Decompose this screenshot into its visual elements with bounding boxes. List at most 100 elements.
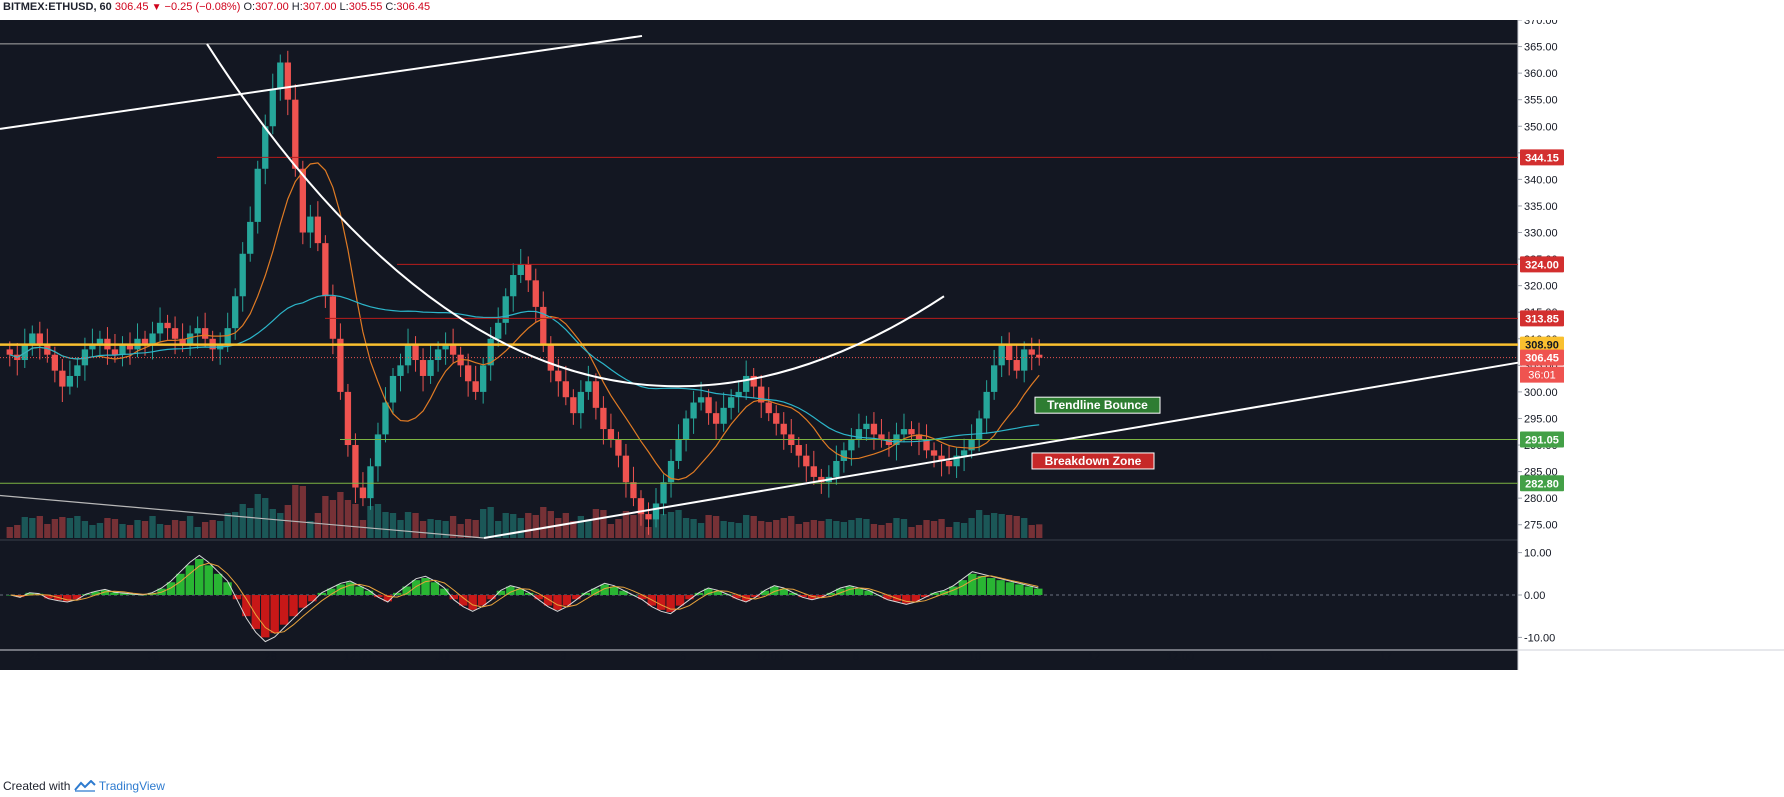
oscillator-bar <box>798 595 807 598</box>
oscillator-bar <box>666 595 675 612</box>
oscillator-bar <box>72 595 81 600</box>
price-tick-label: 365.00 <box>1524 42 1558 54</box>
volume-bar <box>600 510 607 538</box>
volume-bar <box>1036 524 1043 538</box>
volume-bar <box>352 504 359 538</box>
last-price: 306.45 <box>114 1 149 13</box>
candle-body <box>156 322 164 334</box>
volume-bar <box>562 513 569 538</box>
oscillator-bar <box>817 595 826 598</box>
candle-body <box>472 381 479 392</box>
volume-bar <box>119 524 126 538</box>
oscillator-bar <box>487 595 496 600</box>
volume-bar <box>134 520 141 538</box>
volume-bar <box>292 485 299 538</box>
candle-body <box>735 391 742 398</box>
chart-header: BITMEX:ETHUSD, 60 306.45 ▼ −0.25 (−0.08%… <box>3 0 430 14</box>
candle-body <box>900 429 908 435</box>
volume-bar <box>945 527 953 538</box>
oscillator-tick-label: 0.00 <box>1524 590 1545 602</box>
volume-bar <box>299 486 306 538</box>
candle-body <box>525 264 532 281</box>
candle-body <box>998 344 1005 366</box>
oscillator-bar <box>195 558 204 595</box>
created-with-text: Created with <box>3 779 71 793</box>
candle-body <box>517 264 524 276</box>
price-label-box <box>1520 475 1564 492</box>
candle-body <box>36 333 43 345</box>
candle-body <box>915 434 923 440</box>
time-tick-label: 17 <box>1380 651 1392 663</box>
oscillator-bar <box>185 565 195 595</box>
candle-body <box>923 439 930 451</box>
volume-bar <box>209 520 216 538</box>
oscillator-bar <box>336 584 345 595</box>
volume-bar <box>419 521 427 538</box>
oscillator-bar <box>732 595 741 599</box>
volume-bar <box>517 518 524 538</box>
volume-bar <box>374 504 382 538</box>
oscillator-bar <box>355 586 364 595</box>
oscillator-bar <box>345 582 355 595</box>
candle-body <box>758 386 765 403</box>
volume-bar <box>269 509 276 538</box>
candle-body <box>427 360 434 376</box>
candle-body <box>562 381 569 398</box>
oscillator-bar <box>675 595 685 606</box>
oscillator-bar <box>977 575 986 595</box>
oscillator-bar <box>25 592 34 595</box>
volume-bar <box>938 519 945 538</box>
candle-body <box>697 397 705 403</box>
volume-bar <box>337 492 344 538</box>
candle-body <box>44 344 51 355</box>
price-chart[interactable]: 370.00365.00360.00355.00350.00345.00340.… <box>0 20 1784 770</box>
oscillator-bar <box>440 588 449 595</box>
oscillator-bar <box>807 595 817 600</box>
volume-bar <box>457 524 464 538</box>
price-tick-label: 320.00 <box>1524 281 1558 293</box>
volume-bar <box>194 527 201 538</box>
price-change: −0.25 (−0.08%) <box>164 1 241 13</box>
candle-body <box>878 434 885 440</box>
volume-bar <box>983 515 990 538</box>
candle-body <box>645 514 652 520</box>
candle-body <box>21 344 28 361</box>
candle-body <box>434 349 442 361</box>
candle-body <box>547 344 554 371</box>
volume-bar <box>14 525 21 538</box>
oscillator-bar <box>543 595 553 606</box>
oscillator-bar <box>685 595 694 600</box>
volume-bar <box>960 523 968 538</box>
candle-body <box>585 381 592 392</box>
volume-bar <box>758 521 765 538</box>
oscillator-bar <box>826 592 836 595</box>
candle-body <box>179 338 186 345</box>
candle-body <box>712 413 720 424</box>
oscillator-bar <box>468 595 477 610</box>
oscillator-bar <box>638 595 647 600</box>
volume-bar <box>510 514 517 538</box>
candle-body <box>630 482 637 499</box>
volume-bar <box>667 512 675 538</box>
ma-slow-line <box>9 294 1040 443</box>
candle-body <box>682 418 690 440</box>
candle-body <box>171 328 179 339</box>
volume-bar <box>870 524 878 538</box>
volume-bar <box>164 525 171 538</box>
countdown-text: 36:01 <box>1528 370 1556 382</box>
candle-body <box>968 439 975 451</box>
volume-bar <box>495 521 502 538</box>
oscillator-bar <box>713 590 722 595</box>
candle-body <box>1028 349 1035 355</box>
volume-bar <box>645 527 652 538</box>
volume-bar <box>863 519 870 538</box>
candle-body <box>6 349 13 355</box>
candle-body <box>780 423 787 435</box>
candle-body <box>292 99 299 169</box>
candle-body <box>352 445 359 488</box>
volume-bar <box>29 518 36 538</box>
candle-body <box>885 439 893 446</box>
tradingview-link[interactable]: TradingView <box>98 779 165 793</box>
candle-body <box>607 429 615 440</box>
candle-body <box>149 333 156 345</box>
